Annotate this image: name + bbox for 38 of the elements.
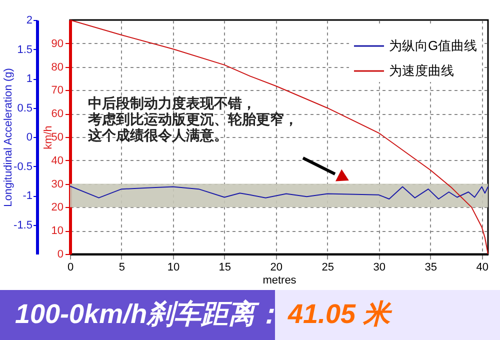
annotation: 这个成绩很令人满意。 <box>87 127 228 143</box>
y2-tick-label: 0 <box>57 248 64 260</box>
annotation: 中后段制动力度表现不错， <box>88 95 256 111</box>
y2-tick-label: 70 <box>51 84 64 97</box>
x-tick-label: 25 <box>322 262 334 274</box>
x-tick-label: 35 <box>424 262 437 274</box>
y-tick-label: 0 <box>26 132 32 144</box>
text: 100-0km/h刹车距离： <box>15 299 282 329</box>
x-tick-label: 10 <box>167 262 180 274</box>
y2-tick-label: 40 <box>51 154 64 167</box>
x-tick-label: 15 <box>218 262 232 274</box>
x-tick-label: 20 <box>270 262 283 274</box>
x-axis-title: metres <box>262 274 297 286</box>
y2-tick-label: 90 <box>51 38 64 50</box>
y-tick-label: 1 <box>26 73 32 85</box>
text: 41.05 米 <box>287 299 394 329</box>
y2-tick-label: 50 <box>51 132 64 144</box>
legend-label: 为速度曲线 <box>389 63 454 78</box>
annotation: 考虑到比运动版更沉、轮胎更窄， <box>87 111 298 127</box>
x-tick-label: 30 <box>373 262 386 274</box>
legend-label: 为纵向G值曲线 <box>389 38 478 53</box>
y2-tick-label: 30 <box>51 178 64 190</box>
y-tick-label: -0.5 <box>14 160 32 173</box>
y-tick-label: -1 <box>22 190 32 202</box>
y2-tick-label: 20 <box>51 202 64 214</box>
line-series <box>70 186 488 200</box>
y2-tick-label: 80 <box>51 61 64 74</box>
y-tick-label: 2 <box>26 14 32 26</box>
x-tick-label: 5 <box>118 262 126 274</box>
y-tick-label: 1.5 <box>17 44 32 56</box>
y-tick-label: -1.5 <box>14 219 32 232</box>
y2-tick-label: 10 <box>51 225 64 238</box>
line-series <box>70 20 488 254</box>
y-axis-title: Longitudinal Acceleration (g) <box>2 68 15 207</box>
y2-tick-label: 60 <box>51 108 64 120</box>
x-tick-label: 40 <box>476 262 488 274</box>
y-tick-label: 0.5 <box>17 102 32 114</box>
x-tick-label: 0 <box>67 262 74 274</box>
